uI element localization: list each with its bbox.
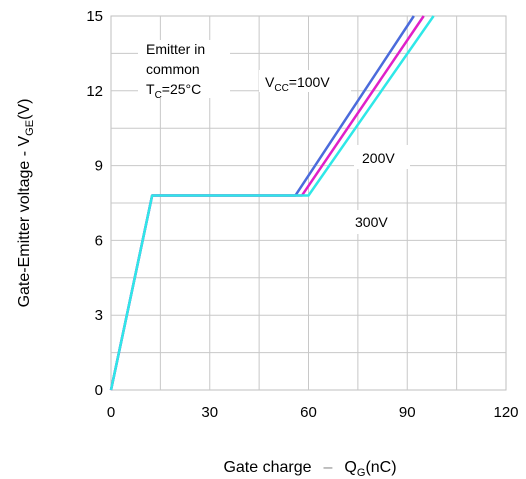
x-title-subscript: G: [357, 467, 366, 479]
x-title-separator: –: [324, 459, 333, 476]
y-title-suffix: (V): [16, 99, 33, 120]
x-tick-labels: 0 30 60 90 120: [107, 404, 519, 421]
x-title-prefix: Gate charge: [223, 459, 311, 476]
conditions-line1: Emitter in: [146, 41, 205, 57]
label-bg-200v: [354, 145, 410, 169]
x-tick-label: 60: [300, 404, 317, 421]
y-tick-label: 15: [86, 8, 103, 25]
x-tick-label: 120: [493, 404, 518, 421]
conditions-box: [138, 40, 230, 98]
tc-value: =25°C: [162, 81, 201, 97]
series-label-300v: 300V: [355, 214, 388, 230]
grid: [111, 16, 506, 390]
curves: [109, 15, 435, 391]
x-tick-label: 30: [201, 404, 218, 421]
y-tick-label: 9: [95, 158, 103, 175]
label-bg-100v: [259, 70, 351, 92]
y-title-prefix: Gate-Emitter voltage - V: [16, 135, 33, 307]
x-title-symbol: Q: [344, 459, 356, 476]
x-tick-label: 0: [107, 404, 115, 421]
y-tick-label: 0: [95, 382, 103, 399]
y-title-subscript: GE: [24, 120, 36, 136]
vcc-symbol: V: [265, 74, 275, 90]
tc-symbol: T: [146, 81, 155, 97]
y-tick-label: 3: [95, 307, 103, 324]
conditions-temperature: TC=25°C: [146, 81, 201, 101]
series-label-200v: 200V: [362, 150, 395, 166]
y-axis-title: Gate-Emitter voltage - VGE(V): [16, 99, 36, 308]
series-label-100v: VCC=100V: [265, 74, 330, 94]
tc-subscript: C: [155, 90, 162, 101]
series-line-300v: [109, 15, 435, 391]
vcc-subscript: CC: [274, 83, 288, 94]
y-tick-labels: 0 3 6 9 12 15: [86, 8, 103, 399]
y-tick-label: 12: [86, 83, 103, 100]
x-title-suffix: (nC): [365, 459, 396, 476]
x-tick-label: 90: [399, 404, 416, 421]
label-bg-300v: [347, 210, 403, 234]
y-tick-label: 6: [95, 232, 103, 249]
vcc-value: =100V: [289, 74, 331, 90]
conditions-line2: common: [146, 61, 200, 77]
x-axis-title: Gate charge – QG(nC): [223, 459, 396, 479]
